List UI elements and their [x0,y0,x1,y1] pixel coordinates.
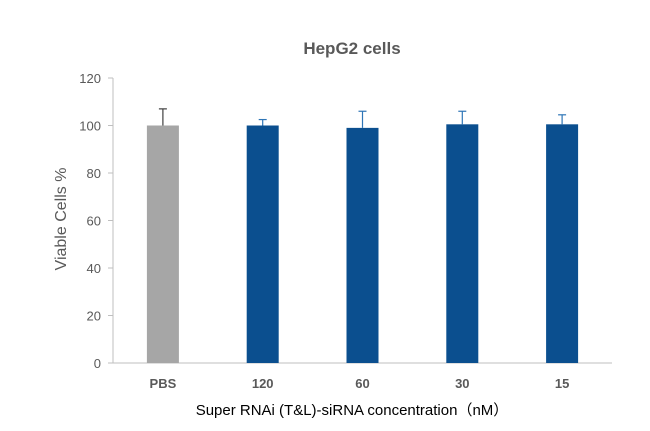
y-tick-label: 0 [94,356,101,371]
bar-pbs [146,125,179,363]
x-tick-label: PBS [150,376,177,391]
y-axis-label: Viable Cells % [53,168,70,271]
y-axis: 0 20 40 60 80 100 120 [79,71,114,371]
bar-30 [446,124,479,363]
chart-title: HepG2 cells [303,39,400,58]
x-axis-label: Super RNAi (T&L)-siRNA concentration（nM） [196,402,509,419]
bars-group [146,124,579,363]
y-tick-label: 100 [79,119,101,134]
y-tick-label: 80 [87,166,101,181]
y-tick-label: 40 [87,261,101,276]
x-tick-label: 60 [355,376,369,391]
bar-15 [546,124,579,363]
y-tick-label: 20 [87,309,101,324]
x-tick-label: 30 [455,376,469,391]
x-tick-label: 15 [555,376,569,391]
bar-120 [246,125,279,363]
x-axis: PBS 120 60 30 15 [113,362,612,391]
y-tick-label: 120 [79,71,101,86]
y-tick-label: 60 [87,214,101,229]
bar-60 [346,127,379,363]
error-bars-group [158,108,567,128]
x-tick-label: 120 [252,376,274,391]
